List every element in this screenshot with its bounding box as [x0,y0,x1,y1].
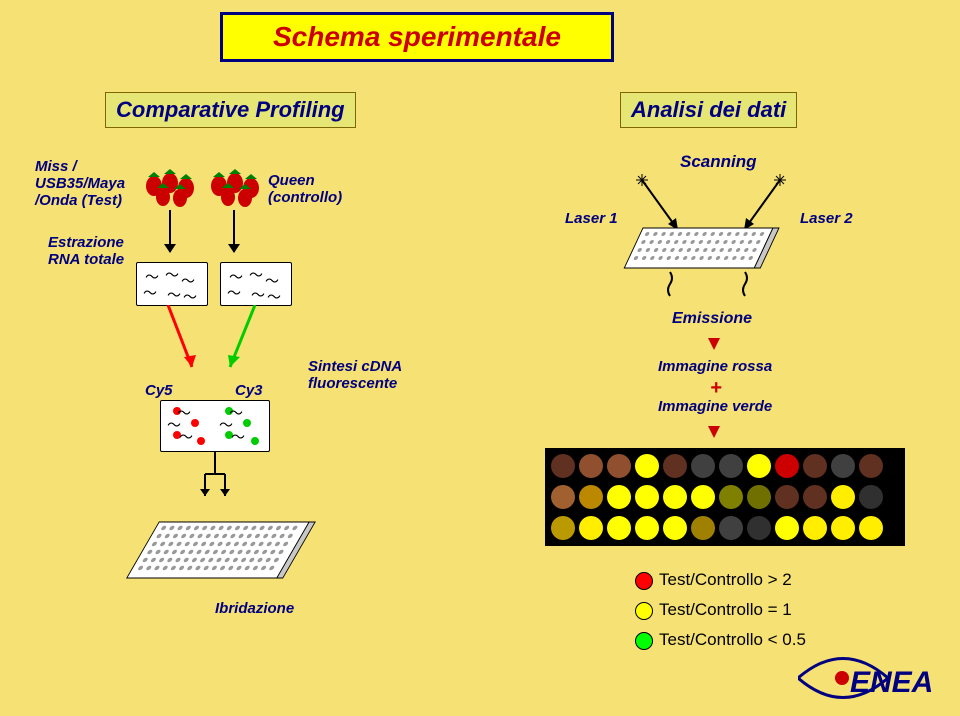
cdna-box: 〜 〜 〜 〜 〜 〜 [160,400,270,452]
analysis-box: Analisi dei dati [620,92,797,128]
legend-dot [635,602,653,620]
sintesi-line: fluorescente [308,375,402,392]
legend-dot [635,572,653,590]
cy5-label: Cy5 [145,382,173,399]
img-rossa-label: Immagine rossa [658,358,772,375]
legend-item: Test/Controllo > 2 [635,570,792,590]
rna-box-right: 〜〜〜 〜〜〜 [220,262,292,306]
miss-line: /Onda (Test) [35,192,125,209]
emissione-label: Emissione [672,310,752,328]
legend-text: Test/Controllo < 0.5 [659,630,806,649]
queen-line: (controllo) [268,189,342,206]
strawberries-test [140,165,202,209]
rna-box-left: 〜〜〜 〜〜〜 [136,262,208,306]
miss-label: Miss / USB35/Maya /Onda (Test) [35,158,125,209]
legend-item: Test/Controllo < 0.5 [635,630,806,650]
miss-line: USB35/Maya [35,175,125,192]
sintesi-line: Sintesi cDNA [308,358,402,375]
scanning-label: Scanning [680,152,757,172]
arrow [233,210,235,252]
rna-line: RNA totale [48,251,124,268]
profiling-box: Comparative Profiling [105,92,356,128]
title-box: Schema sperimentale [220,12,614,62]
analysis-text: Analisi dei dati [631,97,786,122]
legend-text: Test/Controllo > 2 [659,570,792,589]
arrow-down-icon [708,426,720,444]
profiling-text: Comparative Profiling [116,97,345,122]
rna-line: Estrazione [48,234,124,251]
scan-result [545,448,905,546]
img-verde-label: Immagine verde [658,398,772,415]
queen-line: Queen [268,172,342,189]
plus-label: + [710,377,722,400]
slide: Schema sperimentale Comparative Profilin… [0,0,960,716]
queen-label: Queen (controllo) [268,172,342,206]
logo-text: ENEA [850,666,933,699]
enea-logo: ENEA [798,650,948,706]
miss-line: Miss / [35,158,125,175]
sintesi-label: Sintesi cDNA fluorescente [308,358,402,392]
title-text: Schema sperimentale [273,21,561,52]
ibridazione-label: Ibridazione [215,600,294,617]
strawberries-queen [205,165,267,209]
arrow-down-icon [708,338,720,356]
legend-item: Test/Controllo = 1 [635,600,792,620]
microarray-chip [118,498,318,616]
legend-text: Test/Controllo = 1 [659,600,792,619]
cy3-label: Cy3 [235,382,263,399]
legend-dot [635,632,653,650]
scanning-diagram [610,170,820,300]
rna-label: Estrazione RNA totale [48,234,124,268]
arrow [169,210,171,252]
cy-arrows [130,305,310,385]
